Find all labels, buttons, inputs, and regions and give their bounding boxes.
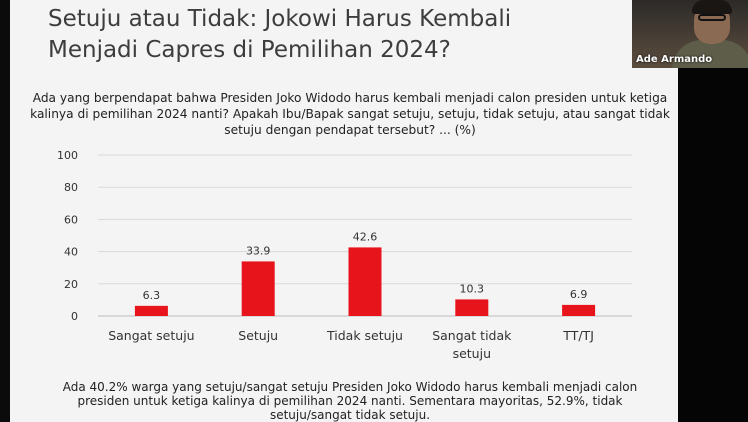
slide-title-line-1: Setuju atau Tidak: Jokowi Harus Kembali: [48, 6, 512, 32]
slide-title-line-2: Menjadi Capres di Pemilihan 2024?: [48, 37, 451, 63]
dark-side-panel: [678, 68, 748, 422]
y-tick-label: 40: [64, 246, 78, 259]
x-category-label: Setuju: [238, 328, 278, 343]
x-category-label: Tidak setuju: [326, 328, 403, 343]
y-tick-label: 80: [64, 181, 78, 194]
bar: [348, 247, 382, 316]
presentation-slide: Setuju atau Tidak: Jokowi Harus Kembali …: [10, 0, 678, 422]
y-tick-label: 60: [64, 213, 78, 226]
bar-chart: 0 20 40 60 80 100 6.3 Sangat setuju 33.9 Setuju 42…: [57, 149, 632, 361]
y-tick-label: 20: [64, 278, 78, 291]
survey-question: Ada yang berpendapat bahwa Presiden Joko…: [30, 91, 670, 137]
bar: [455, 299, 489, 316]
participant-hair: [692, 0, 732, 14]
x-category-label: Sangat tidak: [432, 328, 512, 343]
bar-value-label: 42.6: [353, 230, 378, 243]
summary-text: Ada 40.2% warga yang setuju/sangat setuj…: [62, 380, 638, 422]
participant-video-tile[interactable]: Ade Armando: [632, 0, 748, 68]
bar-value-label: 6.9: [570, 288, 588, 301]
bar-value-label: 10.3: [460, 282, 485, 295]
x-category-label: TT/TJ: [562, 328, 594, 343]
bar: [134, 305, 168, 316]
x-category-label: Sangat setuju: [108, 328, 194, 343]
participant-shoulders: [672, 40, 748, 68]
bar: [562, 304, 596, 316]
y-tick-label: 100: [57, 149, 78, 162]
slide-title: Setuju atau Tidak: Jokowi Harus Kembali …: [48, 4, 648, 66]
bar-value-label: 6.3: [143, 289, 161, 302]
bar: [241, 261, 275, 316]
bar-value-label: 33.9: [246, 244, 271, 257]
x-category-label: setuju: [453, 346, 491, 361]
participant-glasses: [698, 14, 726, 21]
y-tick-label: 0: [71, 310, 78, 323]
participant-name: Ade Armando: [636, 54, 713, 65]
